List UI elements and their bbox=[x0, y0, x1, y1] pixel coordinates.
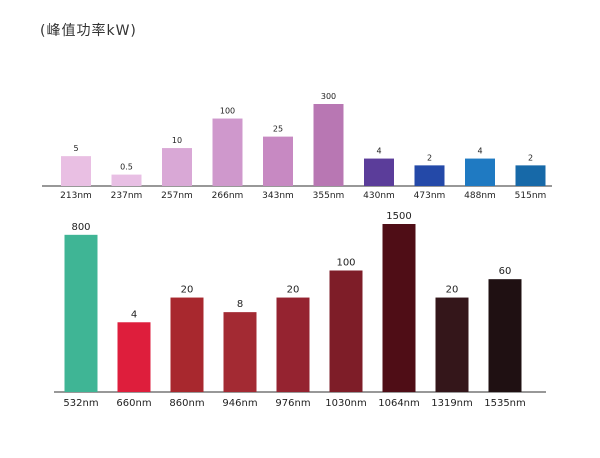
top-tick-label: 515nm bbox=[515, 191, 547, 201]
top-bar-213nm bbox=[61, 156, 91, 186]
bot-value-label: 1500 bbox=[386, 211, 411, 222]
bot-tick-label: 1535nm bbox=[484, 398, 526, 409]
bot-value-label: 20 bbox=[287, 285, 300, 296]
bot-value-label: 60 bbox=[499, 266, 512, 277]
bot-bar-946nm bbox=[223, 312, 257, 392]
top-bar-355nm bbox=[313, 104, 344, 186]
top-tick-label: 473nm bbox=[414, 191, 446, 201]
top-tick-label: 488nm bbox=[464, 191, 496, 201]
top-bar-430nm bbox=[364, 158, 394, 186]
top-value-label: 10 bbox=[172, 136, 182, 145]
top-tick-label: 355nm bbox=[313, 191, 345, 201]
bot-tick-label: 660nm bbox=[116, 398, 151, 409]
top-bar-515nm bbox=[515, 165, 546, 186]
top-value-label: 4 bbox=[376, 147, 381, 156]
top-tick-label: 343nm bbox=[262, 191, 294, 201]
bot-value-label: 8 bbox=[237, 299, 243, 310]
top-bar-237nm bbox=[111, 174, 142, 186]
top-value-label: 5 bbox=[73, 144, 78, 153]
top-value-label: 2 bbox=[427, 153, 432, 162]
bot-bar-976nm bbox=[276, 297, 310, 392]
top-value-label: 25 bbox=[273, 125, 283, 134]
bot-bar-532nm bbox=[64, 234, 98, 392]
bot-bar-860nm bbox=[170, 297, 204, 392]
bot-bar-1030nm bbox=[329, 270, 363, 392]
top-tick-label: 257nm bbox=[161, 191, 193, 201]
top-value-label: 100 bbox=[220, 107, 235, 116]
bot-tick-label: 1030nm bbox=[325, 398, 367, 409]
bot-value-label: 100 bbox=[336, 257, 355, 268]
bot-value-label: 20 bbox=[446, 285, 459, 296]
bot-tick-label: 976nm bbox=[275, 398, 310, 409]
top-bar-488nm bbox=[465, 158, 495, 186]
top-tick-label: 430nm bbox=[363, 191, 395, 201]
top-bar-473nm bbox=[414, 165, 445, 186]
bot-value-label: 800 bbox=[71, 222, 90, 233]
visible-ir-chart: 800 532nm 4 660nm 20 860nm 8 946nm 20 976nm 100 103… bbox=[54, 211, 546, 409]
uv-visible-chart: 5 213nm 0.5 237nm 10 257nm 100 266nm 25 343nm 300 3… bbox=[42, 92, 552, 201]
bot-bar-1319nm bbox=[435, 297, 469, 392]
bot-tick-label: 1319nm bbox=[431, 398, 473, 409]
top-tick-label: 213nm bbox=[60, 191, 92, 201]
top-value-label: 0.5 bbox=[120, 163, 133, 172]
top-bar-257nm bbox=[162, 148, 192, 186]
bot-bar-1064nm bbox=[382, 224, 416, 392]
bot-tick-label: 1064nm bbox=[378, 398, 420, 409]
bot-value-label: 4 bbox=[131, 309, 137, 320]
top-value-label: 4 bbox=[477, 147, 482, 156]
top-bar-343nm bbox=[263, 136, 293, 186]
bot-tick-label: 860nm bbox=[169, 398, 204, 409]
top-tick-label: 266nm bbox=[212, 191, 244, 201]
top-bar-266nm bbox=[212, 118, 243, 186]
top-value-label: 300 bbox=[321, 92, 336, 101]
bot-bar-660nm bbox=[117, 322, 151, 392]
bot-value-label: 20 bbox=[181, 285, 194, 296]
bot-bar-1535nm bbox=[488, 279, 522, 392]
bot-tick-label: 946nm bbox=[222, 398, 257, 409]
chart-title: (峰值功率kW) bbox=[40, 23, 137, 39]
bot-tick-label: 532nm bbox=[63, 398, 98, 409]
top-tick-label: 237nm bbox=[111, 191, 143, 201]
top-value-label: 2 bbox=[528, 153, 533, 162]
